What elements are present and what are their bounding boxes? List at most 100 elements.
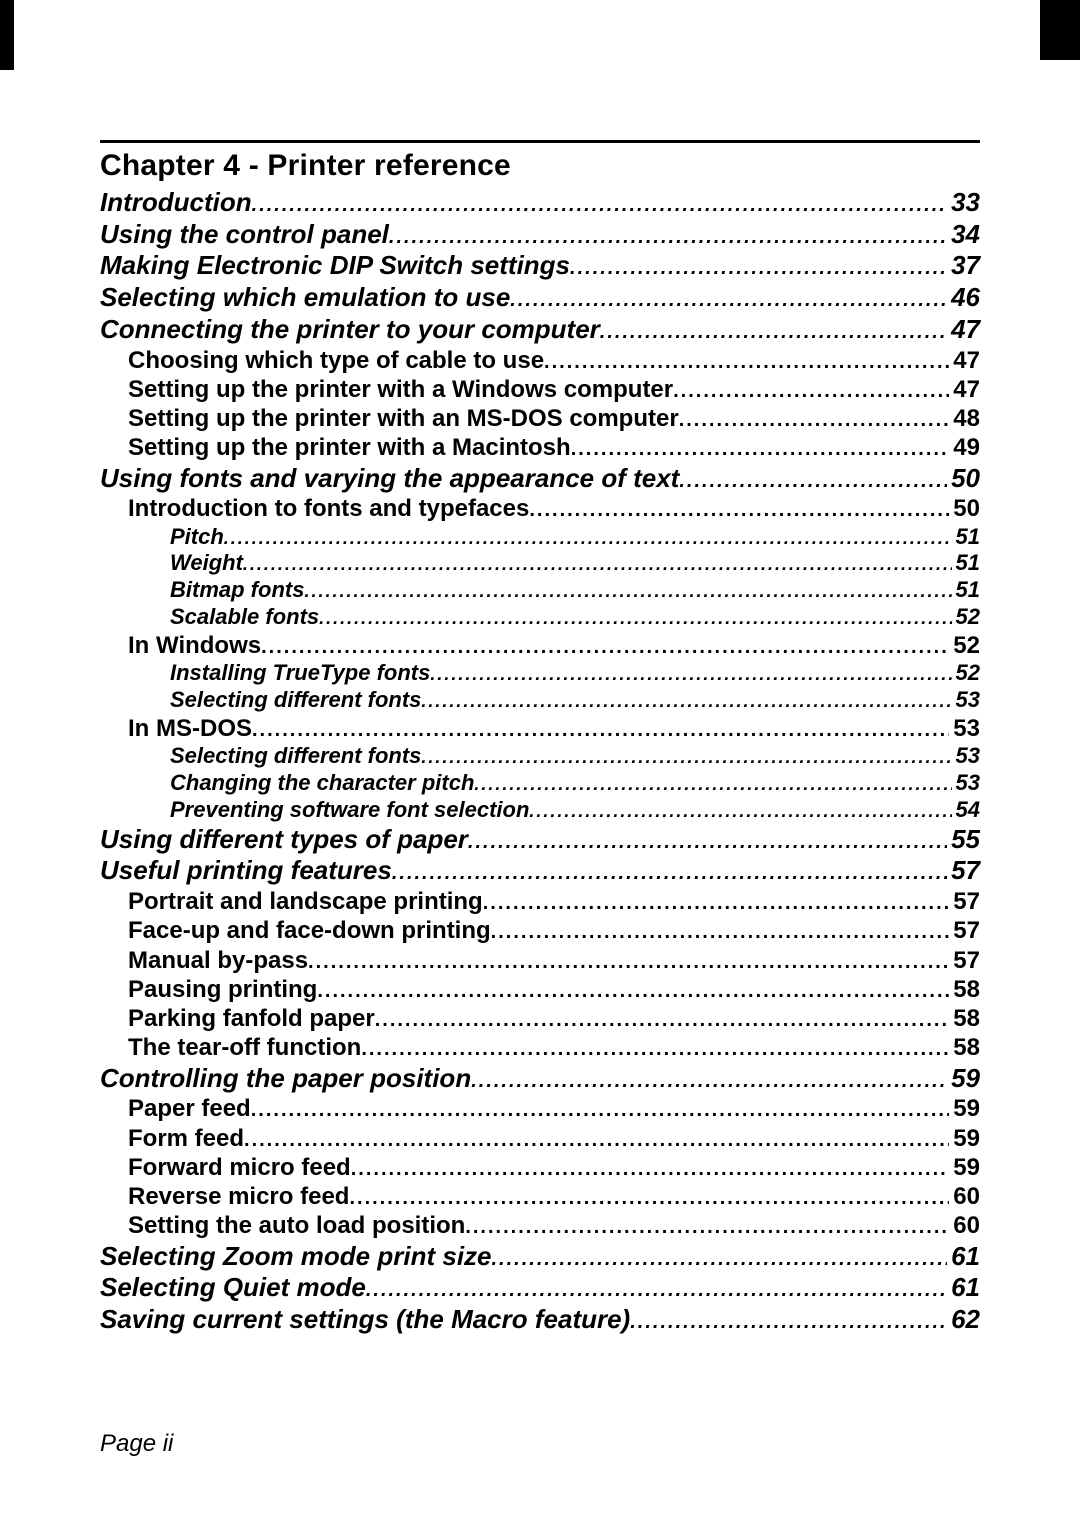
toc-page-number: 59 (949, 1153, 980, 1182)
toc-label: Changing the character pitch (170, 770, 474, 797)
toc-label: Scalable fonts (170, 604, 319, 631)
toc-leader-dots (679, 469, 947, 493)
toc-row: Setting up the printer with a Macintosh … (100, 433, 980, 462)
toc-page-number: 51 (952, 550, 980, 577)
toc-page-number: 58 (949, 1004, 980, 1033)
toc-page-number: 49 (949, 433, 980, 462)
toc-label: Setting the auto load position (128, 1211, 465, 1240)
toc-page-number: 47 (949, 346, 980, 375)
toc-label: Making Electronic DIP Switch settings (100, 250, 570, 282)
toc-page-number: 54 (952, 797, 980, 824)
toc-row: Preventing software font selection 54 (100, 797, 980, 824)
horizontal-rule (100, 140, 980, 143)
toc-row: Selecting Zoom mode print size 61 (100, 1241, 980, 1273)
toc-leader-dots (304, 581, 951, 603)
toc-row: In MS-DOS 53 (100, 714, 980, 743)
toc-page-number: 50 (947, 463, 980, 495)
page-footer: Page ii (100, 1430, 173, 1458)
toc-label: Using fonts and varying the appearance o… (100, 463, 679, 495)
toc-leader-dots (483, 891, 950, 915)
toc-page-number: 58 (949, 1033, 980, 1062)
toc-row: In Windows 52 (100, 631, 980, 660)
toc-row: Installing TrueType fonts 52 (100, 660, 980, 687)
toc-page-number: 34 (947, 219, 980, 251)
toc-label: Paper feed (128, 1094, 251, 1123)
toc-row: Manual by-pass 57 (100, 946, 980, 975)
toc-leader-dots (468, 830, 947, 854)
toc-label: Introduction (100, 187, 252, 219)
toc-page-number: 59 (949, 1094, 980, 1123)
toc-leader-dots (319, 608, 951, 630)
toc-row: Controlling the paper position 59 (100, 1063, 980, 1095)
toc-leader-dots (349, 1186, 949, 1210)
toc-label: Bitmap fonts (170, 577, 304, 604)
toc-page-number: 57 (949, 946, 980, 975)
toc-leader-dots (375, 1008, 950, 1032)
page-content: Chapter 4 - Printer reference Introducti… (100, 140, 980, 1336)
toc-page-number: 52 (952, 660, 980, 687)
table-of-contents: Introduction 33Using the control panel 3… (100, 187, 980, 1336)
toc-label: Selecting Quiet mode (100, 1272, 366, 1304)
toc-row: Selecting different fonts 53 (100, 687, 980, 714)
toc-row: Using different types of paper 55 (100, 824, 980, 856)
toc-label: Saving current settings (the Macro featu… (100, 1304, 630, 1336)
toc-page-number: 53 (949, 714, 980, 743)
toc-page-number: 51 (952, 524, 980, 551)
toc-leader-dots (630, 1310, 947, 1334)
toc-leader-dots (261, 635, 949, 659)
toc-leader-dots (392, 861, 947, 885)
toc-row: Making Electronic DIP Switch settings 37 (100, 250, 980, 282)
toc-row: Pitch 51 (100, 524, 980, 551)
toc-row: Setting the auto load position 60 (100, 1211, 980, 1240)
toc-leader-dots (244, 1128, 949, 1152)
scan-artifact-right (1040, 0, 1080, 60)
toc-page-number: 60 (949, 1211, 980, 1240)
toc-leader-dots (510, 288, 947, 312)
toc-row: Reverse micro feed 60 (100, 1182, 980, 1211)
toc-row: Form feed 59 (100, 1124, 980, 1153)
toc-leader-dots (600, 320, 947, 344)
toc-leader-dots (491, 920, 950, 944)
toc-page-number: 62 (947, 1304, 980, 1336)
toc-page-number: 59 (949, 1124, 980, 1153)
toc-leader-dots (224, 528, 952, 550)
toc-label: Pausing printing (128, 975, 317, 1004)
toc-leader-dots (529, 801, 951, 823)
toc-label: Installing TrueType fonts (170, 660, 430, 687)
toc-page-number: 57 (949, 916, 980, 945)
toc-page-number: 53 (952, 743, 980, 770)
chapter-title: Chapter 4 - Printer reference (100, 149, 980, 183)
toc-page-number: 53 (952, 770, 980, 797)
scan-artifact-left (0, 0, 14, 70)
toc-leader-dots (252, 718, 949, 742)
toc-label: In MS-DOS (128, 714, 252, 743)
toc-leader-dots (544, 350, 949, 374)
toc-label: Forward micro feed (128, 1153, 351, 1182)
toc-leader-dots (361, 1037, 949, 1061)
toc-page-number: 61 (947, 1241, 980, 1273)
toc-label: Useful printing features (100, 855, 392, 887)
toc-leader-dots (389, 225, 947, 249)
toc-label: Connecting the printer to your computer (100, 314, 600, 346)
toc-label: Form feed (128, 1124, 244, 1153)
toc-row: Useful printing features 57 (100, 855, 980, 887)
toc-row: Using fonts and varying the appearance o… (100, 463, 980, 495)
toc-row: Saving current settings (the Macro featu… (100, 1304, 980, 1336)
toc-row: Setting up the printer with a Windows co… (100, 375, 980, 404)
toc-label: In Windows (128, 631, 261, 660)
toc-row: Bitmap fonts 51 (100, 577, 980, 604)
toc-row: Selecting which emulation to use 46 (100, 282, 980, 314)
toc-leader-dots (251, 1098, 950, 1122)
toc-row: Using the control panel 34 (100, 219, 980, 251)
toc-row: Forward micro feed 59 (100, 1153, 980, 1182)
toc-row: Setting up the printer with an MS-DOS co… (100, 404, 980, 433)
toc-row: The tear-off function 58 (100, 1033, 980, 1062)
toc-label: Selecting which emulation to use (100, 282, 510, 314)
toc-leader-dots (351, 1157, 950, 1181)
toc-label: The tear-off function (128, 1033, 361, 1062)
toc-page-number: 55 (947, 824, 980, 856)
toc-leader-dots (571, 437, 950, 461)
toc-row: Selecting Quiet mode 61 (100, 1272, 980, 1304)
toc-label: Pitch (170, 524, 224, 551)
toc-label: Reverse micro feed (128, 1182, 349, 1211)
